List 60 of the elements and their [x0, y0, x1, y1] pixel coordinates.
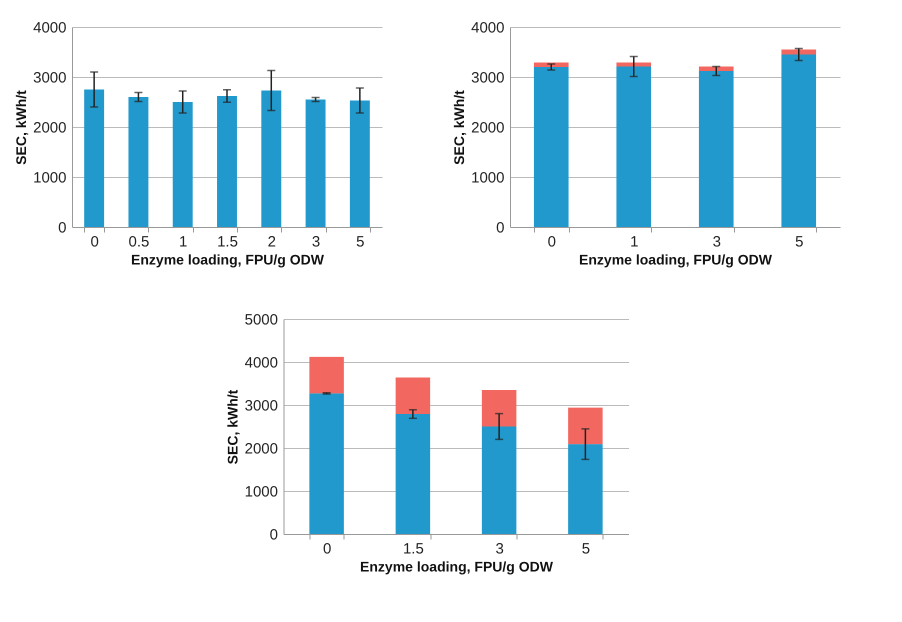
x-tick-label: 3 [495, 540, 504, 558]
bar [128, 97, 148, 227]
x-tick-label: 3 [312, 234, 320, 250]
y-tick-label: 2000 [471, 120, 504, 136]
y-axis-title: SEC, kWh/t [224, 389, 241, 464]
y-tick-label: 0 [58, 220, 66, 236]
x-tick-label: 1.5 [217, 234, 238, 250]
bar [84, 90, 104, 227]
bar [616, 66, 652, 227]
y-tick-label: 3000 [244, 398, 278, 414]
bar [217, 96, 237, 227]
x-tick-label: 1 [179, 234, 188, 250]
x-tick-label: 0 [90, 234, 99, 250]
y-axis-title: SEC, kWh/t [13, 90, 30, 165]
bar [568, 408, 603, 444]
bar [781, 54, 816, 227]
bar [482, 390, 516, 426]
y-tick-label: 1000 [471, 170, 504, 186]
x-tick-label: 5 [795, 234, 804, 250]
bar [534, 67, 569, 227]
y-tick-label: 5000 [244, 312, 278, 328]
x-tick-label: 1.5 [402, 540, 424, 558]
bar [534, 62, 569, 67]
y-tick-label: 1000 [244, 484, 278, 500]
x-tick-label: 5 [356, 234, 365, 250]
bar [698, 66, 734, 71]
y-tick-label: 4000 [471, 20, 504, 36]
x-tick-label: 5 [582, 540, 590, 558]
bar [309, 356, 344, 394]
y-tick-label: 2000 [33, 120, 66, 136]
x-axis-title: Enzyme loading, FPU/g ODW [360, 558, 554, 574]
bar [568, 444, 603, 534]
bar [396, 414, 430, 534]
x-axis-title: Enzyme loading, FPU/g ODW [579, 252, 773, 268]
bar [781, 50, 816, 54]
bar [306, 100, 326, 227]
bar [172, 102, 193, 227]
x-tick-label: 0.5 [128, 234, 150, 250]
bar [482, 426, 516, 534]
bar [698, 71, 734, 227]
y-tick-label: 0 [270, 526, 278, 544]
y-tick-label: 4000 [244, 354, 278, 372]
y-axis-title: SEC, kWh/t [451, 90, 468, 165]
y-tick-label: 3000 [33, 70, 66, 86]
bar [616, 62, 652, 66]
y-tick-label: 3000 [471, 70, 504, 86]
bar [350, 100, 370, 227]
bar [396, 377, 430, 414]
x-tick-label: 0 [322, 540, 332, 558]
bar [309, 393, 344, 534]
y-tick-label: 2000 [244, 440, 278, 458]
x-tick-label: 1 [630, 234, 638, 250]
y-tick-label: 1000 [33, 170, 66, 186]
x-axis-title: Enzyme loading, FPU/g ODW [131, 252, 325, 268]
x-tick-label: 3 [712, 234, 721, 250]
y-tick-label: 4000 [33, 20, 66, 36]
x-tick-label: 2 [268, 234, 276, 250]
bar [261, 90, 282, 227]
x-tick-label: 0 [548, 234, 556, 250]
y-tick-label: 0 [496, 220, 504, 236]
